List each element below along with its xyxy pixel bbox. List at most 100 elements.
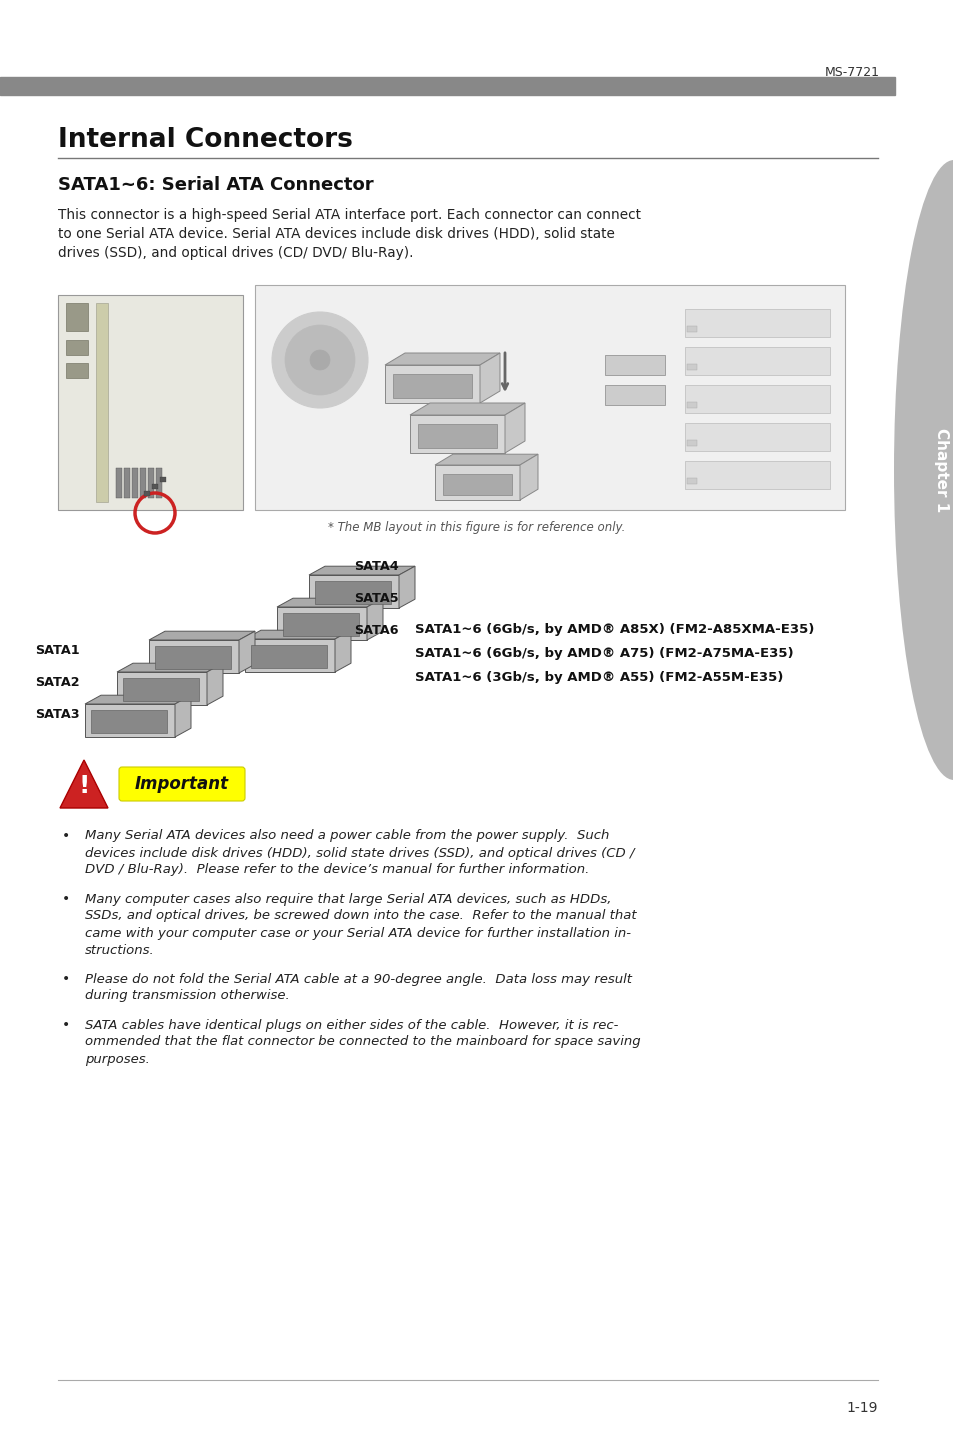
Bar [66,339,88,355]
Text: SATA cables have identical plugs on either sides of the cable.  However, it is r: SATA cables have identical plugs on eith… [85,1018,618,1031]
Text: Please do not fold the Serial ATA cable at a 90-degree angle.  Data loss may res: Please do not fold the Serial ATA cable … [85,972,631,985]
Polygon shape [149,632,254,640]
Bar [85,705,174,737]
Text: devices include disk drives (HDD), solid state drives (SSD), and optical drives : devices include disk drives (HDD), solid… [85,846,634,859]
Polygon shape [174,695,191,737]
Bar [117,672,207,705]
Text: This connector is a high-speed Serial ATA interface port. Each connector can con: This connector is a high-speed Serial AT… [58,208,640,222]
Bar [152,484,158,488]
Bar [385,365,479,402]
Text: drives (SSD), and optical drives (CD/ DVD/ Blu-Ray).: drives (SSD), and optical drives (CD/ DV… [58,246,413,261]
Text: •: • [62,829,71,843]
Text: 1-19: 1-19 [845,1400,877,1415]
Polygon shape [479,354,499,402]
Text: came with your computer case or your Serial ATA device for further installation : came with your computer case or your Ser… [85,927,630,939]
Polygon shape [276,599,382,607]
Text: !: ! [78,775,90,799]
Text: structions.: structions. [85,944,154,957]
Bar [410,415,504,453]
Bar [254,285,844,510]
Text: SATA1~6: Serial ATA Connector: SATA1~6: Serial ATA Connector [58,176,374,193]
Text: Chapter 1: Chapter 1 [934,428,948,513]
Bar [684,385,829,412]
FancyBboxPatch shape [119,768,245,800]
Text: Important: Important [134,775,229,793]
Text: SATA1: SATA1 [35,643,80,656]
Circle shape [272,312,368,408]
Text: SATA3: SATA3 [35,707,80,720]
Bar [442,474,512,495]
Text: •: • [62,972,71,987]
Polygon shape [245,630,351,639]
Polygon shape [60,760,108,808]
Text: SATA6: SATA6 [354,624,398,637]
Bar [686,440,697,445]
Bar [160,477,166,483]
Polygon shape [207,663,223,705]
Polygon shape [117,663,223,672]
Polygon shape [410,402,524,415]
Text: SATA1~6 (6Gb/s, by AMD® A75) (FM2-A75MA-E35): SATA1~6 (6Gb/s, by AMD® A75) (FM2-A75MA-… [415,647,793,660]
Bar [686,326,697,332]
Polygon shape [385,354,499,365]
Bar [309,576,398,609]
Text: SSDs, and optical drives, be screwed down into the case.  Refer to the manual th: SSDs, and optical drives, be screwed dow… [85,909,636,922]
Text: SATA2: SATA2 [35,676,80,689]
Bar [314,581,391,604]
Bar [686,402,697,408]
Text: purposes.: purposes. [85,1053,150,1065]
Text: SATA4: SATA4 [354,560,398,573]
Bar [684,347,829,375]
Polygon shape [335,630,351,672]
Bar [66,362,88,378]
Polygon shape [519,454,537,500]
Polygon shape [435,454,537,465]
Text: * The MB layout in this figure is for reference only.: * The MB layout in this figure is for re… [328,521,625,534]
Bar [96,304,108,503]
Bar [132,468,138,498]
Bar [124,468,130,498]
Polygon shape [398,566,415,609]
Bar [0,77,894,95]
Bar [58,295,243,510]
Text: to one Serial ATA device. Serial ATA devices include disk drives (HDD), solid st: to one Serial ATA device. Serial ATA dev… [58,228,615,241]
Bar [91,710,167,733]
Text: Internal Connectors: Internal Connectors [58,127,353,153]
Text: •: • [62,1018,71,1032]
Text: SATA1~6 (6Gb/s, by AMD® A85X) (FM2-A85XMA-E35): SATA1~6 (6Gb/s, by AMD® A85X) (FM2-A85XM… [415,623,814,636]
Bar [116,468,122,498]
Bar [417,424,497,448]
Polygon shape [239,632,254,673]
Text: DVD / Blu-Ray).  Please refer to the device’s manual for further information.: DVD / Blu-Ray). Please refer to the devi… [85,863,589,876]
Bar [686,364,697,369]
Bar [123,677,199,702]
Bar [283,613,358,636]
Bar [245,639,335,672]
Text: SATA1~6 (3Gb/s, by AMD® A55) (FM2-A55M-E35): SATA1~6 (3Gb/s, by AMD® A55) (FM2-A55M-E… [415,672,782,684]
Bar [604,385,664,405]
Text: ommended that the flat connector be connected to the mainboard for space saving: ommended that the flat connector be conn… [85,1035,640,1048]
Ellipse shape [893,160,953,780]
Bar [684,461,829,488]
Text: SATA5: SATA5 [354,593,398,606]
Bar [148,468,153,498]
Bar [251,644,327,667]
Polygon shape [367,599,382,640]
Bar [156,468,162,498]
Bar [66,304,88,331]
Bar [154,646,231,669]
Bar [435,465,519,500]
Polygon shape [309,566,415,576]
Bar [276,607,367,640]
Polygon shape [504,402,524,453]
Circle shape [310,349,330,369]
Bar [140,468,146,498]
Polygon shape [85,695,191,705]
Bar [149,640,239,673]
Bar [144,491,150,495]
Bar [686,478,697,484]
Bar [684,422,829,451]
Bar [604,355,664,375]
Text: •: • [62,892,71,906]
Text: Many Serial ATA devices also need a power cable from the power supply.  Such: Many Serial ATA devices also need a powe… [85,829,609,842]
